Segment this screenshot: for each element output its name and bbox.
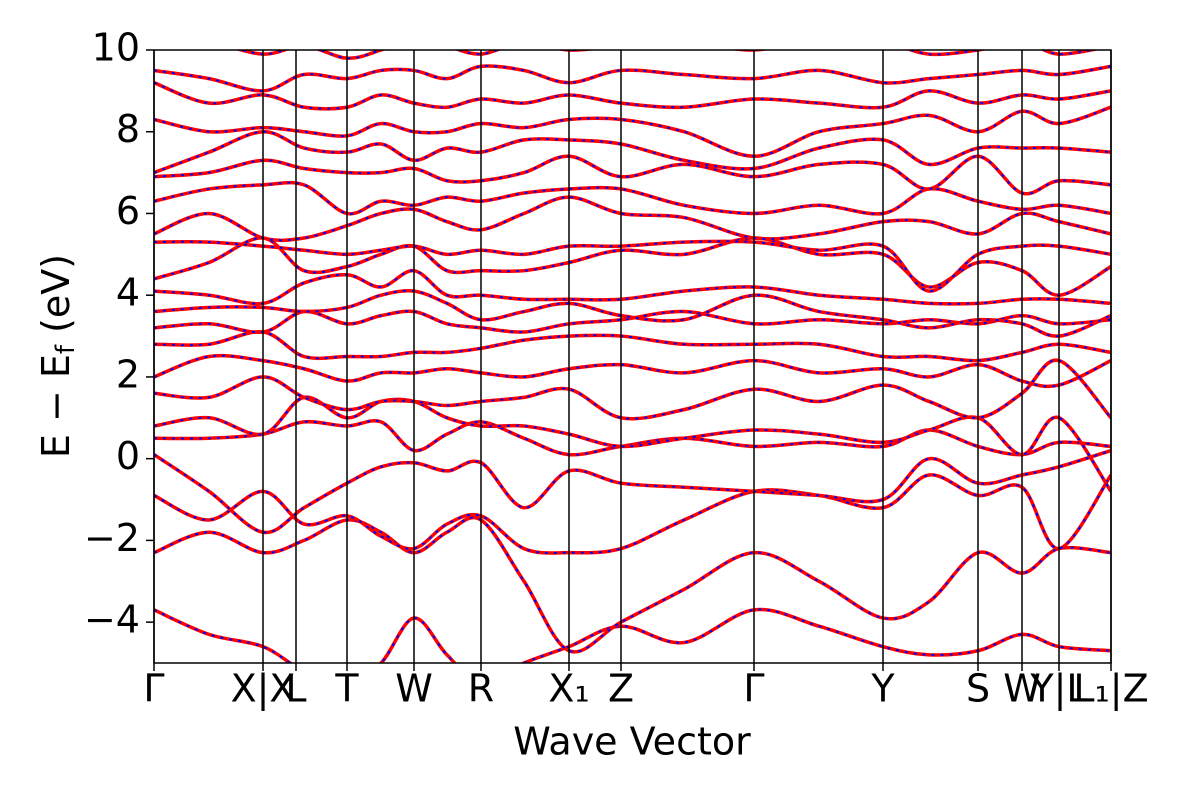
y-tick-label: 2 [116, 352, 140, 396]
x-tick-label: Γ [143, 667, 164, 711]
band-line [154, 154, 1111, 196]
band-overlay [154, 289, 1111, 338]
x-tick-label: T [334, 667, 359, 711]
bands [154, 50, 1111, 663]
band-line [154, 419, 1111, 457]
y-tick-label: 8 [116, 107, 140, 151]
x-tick-label: R [468, 667, 494, 711]
band-line [154, 515, 1111, 654]
band-line [154, 607, 1111, 663]
x-tick-label: Y|L [1029, 667, 1087, 712]
band-overlay [154, 181, 1111, 215]
band-line [154, 81, 1111, 111]
band-overlay [154, 359, 1111, 420]
band-overlay [154, 81, 1111, 110]
band-line [154, 180, 1111, 216]
x-tick-label: W [395, 667, 433, 711]
band-overlay [154, 155, 1111, 195]
y-tick-label: 4 [116, 271, 140, 315]
x-tick-label: Y [870, 667, 895, 711]
x-tick-label: L₁|Z [1073, 667, 1148, 712]
x-tick-label: X₁ [548, 667, 589, 711]
y-tick-label: −4 [84, 598, 140, 642]
x-tick-label: W [1003, 667, 1041, 711]
y-tick-label: 0 [116, 434, 140, 478]
band-line [154, 64, 1111, 93]
x-tick-label: S [966, 667, 990, 711]
y-tick-label: 10 [92, 26, 140, 70]
y-label-unit: (eV) [34, 254, 78, 333]
band-overlay [154, 65, 1111, 92]
y-axis-label: E − Ef (eV) [34, 254, 81, 458]
band-line [234, 50, 1100, 60]
plot-frame [153, 49, 1112, 664]
x-tick-label: L [285, 667, 306, 711]
band-overlay [154, 354, 1111, 388]
x-axis-label: Wave Vector [513, 720, 751, 764]
band-overlay [154, 196, 1111, 242]
y-label-sub: f [51, 344, 81, 354]
band-overlay [154, 269, 1111, 305]
y-tick-label: 6 [116, 189, 140, 233]
band-overlay [154, 516, 1111, 653]
band-overlay [154, 130, 1111, 174]
band-overlay [154, 419, 1111, 456]
x-tick-label: X|X [231, 667, 296, 712]
band-overlay [154, 240, 1111, 293]
band-overlay [237, 50, 1097, 60]
y-tick-label: −2 [84, 516, 140, 560]
band-line [154, 330, 1111, 363]
band-overlay [154, 330, 1111, 362]
band-line [154, 268, 1111, 306]
y-label-main: E − E [34, 354, 78, 458]
x-tick-label: Γ [743, 667, 764, 711]
x-tick-label: Z [608, 667, 634, 711]
band-overlay [154, 106, 1111, 158]
